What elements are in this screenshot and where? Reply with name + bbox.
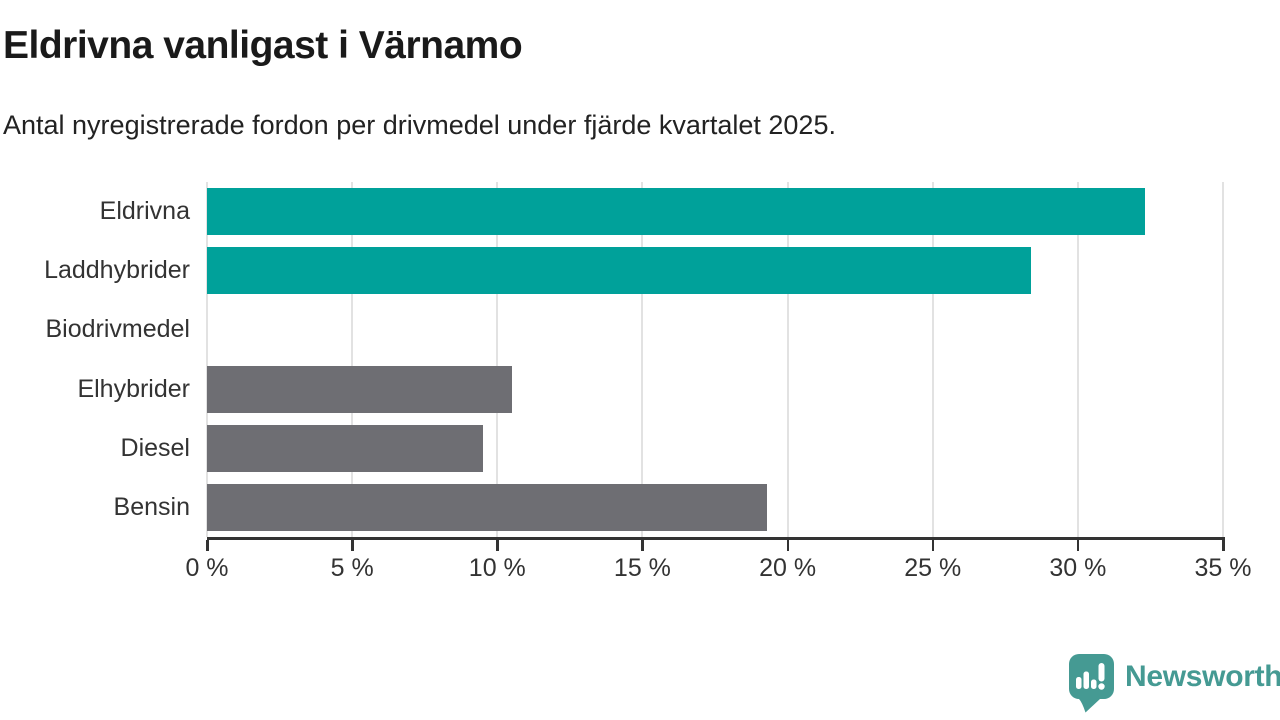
x-tick-25 <box>931 540 935 551</box>
x-tick-label-20: 20 % <box>759 554 817 582</box>
chart-title: Eldrivna vanligast i Värnamo <box>3 24 523 67</box>
gridline-30 <box>1076 182 1079 537</box>
x-tick-label-35: 35 % <box>1194 554 1252 582</box>
x-tick-label-25: 25 % <box>904 554 962 582</box>
bar-elhybrider <box>207 365 512 413</box>
x-tick-35 <box>1222 540 1225 551</box>
bar-laddhybrider <box>207 247 1032 295</box>
bar-bensin <box>207 483 768 531</box>
newsworthy-bubble-icon <box>1069 654 1114 713</box>
category-label-elhybrider: Elhybrider <box>77 374 190 403</box>
x-tick-label-0: 0 % <box>185 554 229 582</box>
exclamation-bar <box>1098 663 1105 682</box>
gridline-15 <box>641 182 644 537</box>
brand-wordmark: Newsworthy <box>1125 660 1280 693</box>
x-tick-30 <box>1076 540 1080 551</box>
x-axis-line <box>207 537 1225 540</box>
x-tick-label-30: 30 % <box>1049 554 1107 582</box>
gridline-10 <box>496 182 499 537</box>
category-label-diesel: Diesel <box>120 433 190 462</box>
bar-diesel <box>207 424 483 472</box>
category-label-biodrivmedel: Biodrivmedel <box>45 315 190 344</box>
category-label-laddhybrider: Laddhybrider <box>44 256 190 285</box>
newsworthy-logo: Newsworthy <box>1068 654 1280 713</box>
x-tick-15 <box>641 540 644 551</box>
mini-bar-1 <box>1076 677 1082 689</box>
x-tick-20 <box>786 540 790 551</box>
category-label-bensin: Bensin <box>113 492 190 521</box>
gridline-0 <box>206 182 208 537</box>
mini-bar-2 <box>1083 671 1089 689</box>
plot-area: 0 % 5 % 10 % 15 % 20 % 25 % 30 % 35 % <box>185 182 1251 582</box>
x-tick-0 <box>206 540 209 551</box>
gridline-5 <box>351 182 354 537</box>
chart-subtitle: Antal nyregistrerade fordon per drivmede… <box>3 110 836 140</box>
x-tick-label-10: 10 % <box>468 554 526 582</box>
exclamation-dot <box>1098 683 1105 690</box>
gridline-35 <box>1222 182 1224 537</box>
x-tick-label-5: 5 % <box>330 554 374 582</box>
bar-eldrivna <box>207 188 1145 236</box>
category-label-eldrivna: Eldrivna <box>99 197 190 225</box>
bar-chart: Eldrivna Laddhybrider Biodrivmedel Elhybrid… <box>0 182 1280 602</box>
gridline-20 <box>786 182 789 537</box>
mini-bar-3 <box>1091 679 1097 689</box>
gridline-25 <box>931 182 934 537</box>
x-tick-label-15: 15 % <box>613 554 671 582</box>
x-tick-10 <box>496 540 499 551</box>
x-tick-5 <box>351 540 354 551</box>
